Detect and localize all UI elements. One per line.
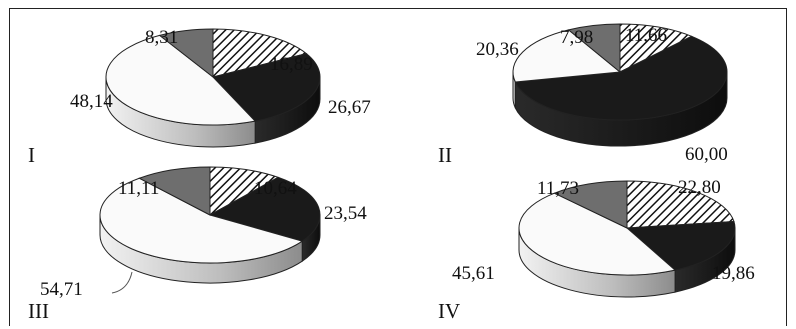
pie-slice-white <box>99 177 304 264</box>
data-label: 7,98 <box>560 27 593 48</box>
data-label: 11,11 <box>118 178 159 199</box>
data-label: 8,31 <box>145 27 178 48</box>
pie-slice-black <box>625 221 736 271</box>
data-label: 11,66 <box>625 25 667 46</box>
data-label: 22,80 <box>678 177 721 198</box>
pie-slice-gray <box>553 180 628 229</box>
data-label: 26,67 <box>328 97 371 118</box>
pie-slice-hatched <box>626 180 735 229</box>
data-label: 60,00 <box>685 144 728 165</box>
pie-slice-gray <box>567 23 621 74</box>
pie-slice-white <box>105 34 257 126</box>
pie-slice-white <box>518 192 677 276</box>
panel-label: IV <box>438 299 460 323</box>
chart-frame <box>9 8 787 326</box>
pie-panel-1: 16,89 26,67 48,14 8,31 I <box>28 27 371 167</box>
data-label: 23,54 <box>324 203 367 224</box>
data-label: 19,86 <box>712 263 755 284</box>
data-label: 20,36 <box>476 39 519 60</box>
pie-slice-white <box>512 29 622 83</box>
panel-label: III <box>28 299 49 323</box>
pie-panel-4: 22,80 19,86 45,61 11,73 IV <box>438 177 755 323</box>
pie-slice-black <box>208 176 321 242</box>
pie-slice-black <box>212 53 321 122</box>
pie-slice-gray <box>138 166 211 216</box>
pie-slice-gray <box>158 28 214 79</box>
data-label: 16,89 <box>270 54 313 75</box>
pie-slice-black <box>514 35 728 121</box>
pie-slice-hatched <box>619 23 693 73</box>
data-label: 45,61 <box>452 263 495 284</box>
panel-label: I <box>28 143 35 167</box>
panel-label: II <box>438 143 452 167</box>
data-label: 11,73 <box>537 178 579 199</box>
data-label: 10,64 <box>254 178 297 199</box>
leader-line <box>111 271 133 294</box>
pie-panel-3: 10,64 23,54 54,71 11,11 III <box>28 166 367 323</box>
pie-slice-hatched <box>212 28 308 78</box>
data-label: 48,14 <box>70 91 113 112</box>
pie-slice-hatched <box>209 166 280 216</box>
data-label: 54,71 <box>40 279 83 300</box>
pie-panel-2: 11,66 60,00 20,36 7,98 II <box>438 23 728 167</box>
